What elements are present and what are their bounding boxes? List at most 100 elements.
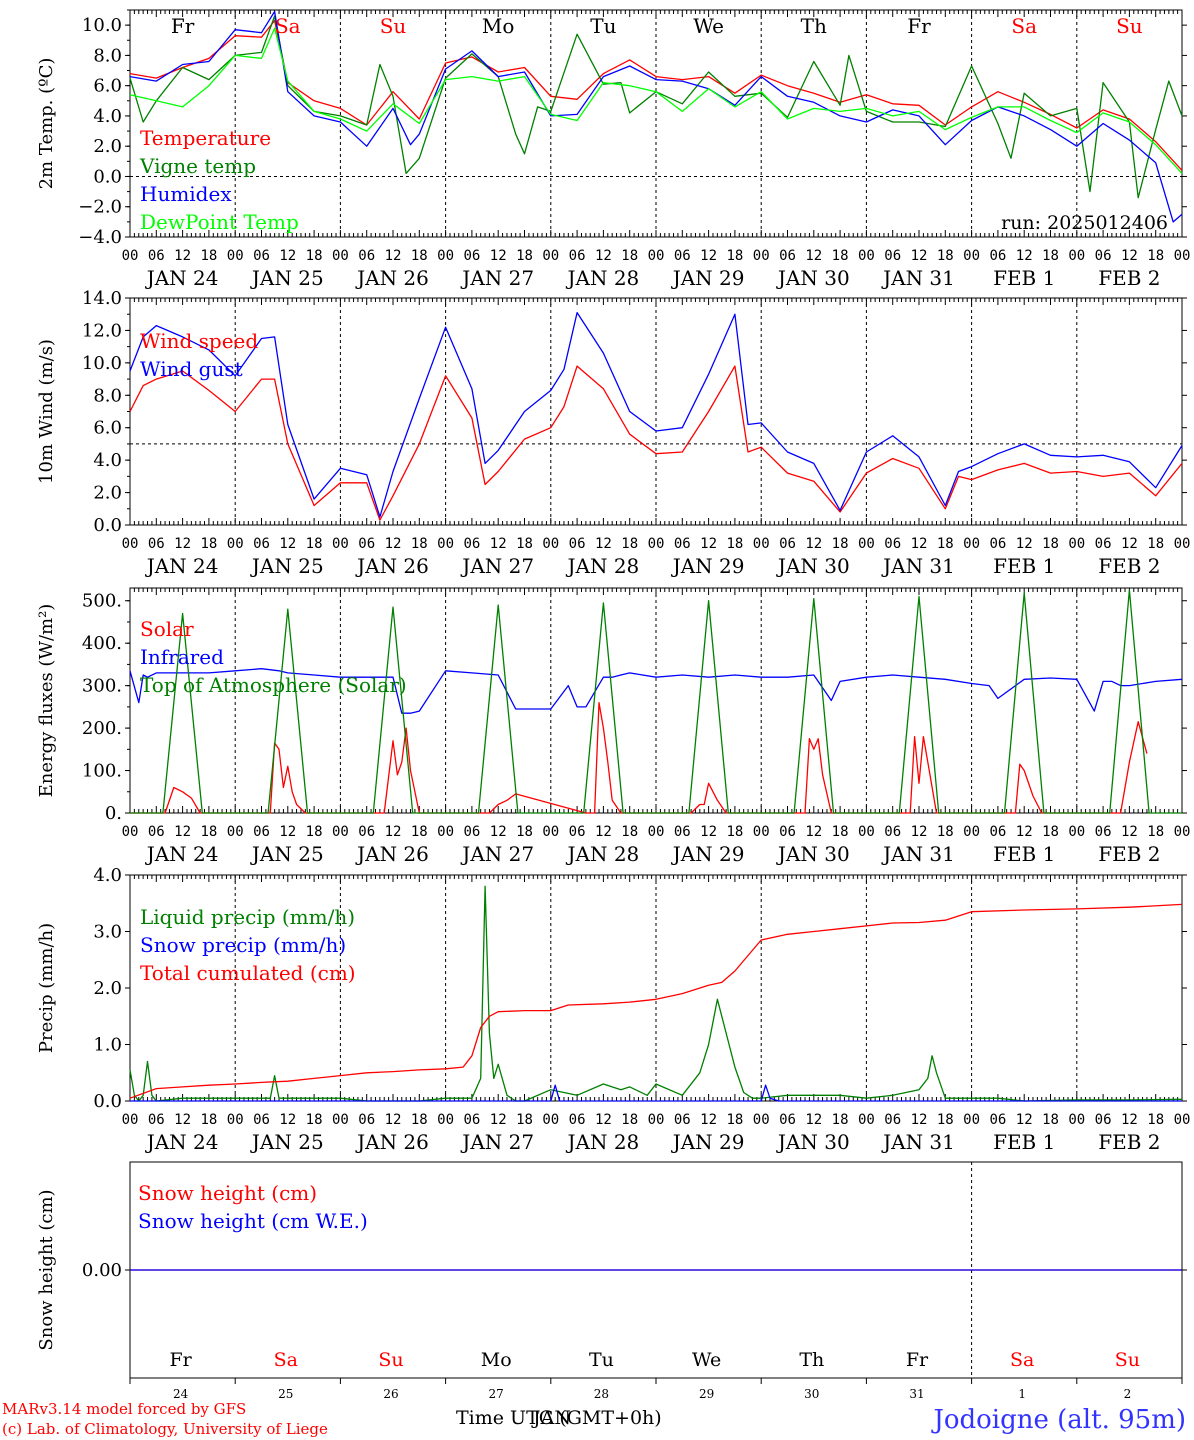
y-tick-label: 10.0 bbox=[82, 353, 122, 374]
hour-tick-label: 00 bbox=[753, 1112, 770, 1128]
hour-tick-label: 12 bbox=[1016, 536, 1033, 552]
panel-1: −4.0 −2.0 0.0 2.0 4.0 6.0 8.0 10.0 2m Temp. (ºC)… bbox=[36, 9, 1191, 290]
y-tick-label: 4.0 bbox=[93, 450, 122, 471]
hour-tick-label: 00 bbox=[648, 824, 665, 840]
day-label: JAN 31 bbox=[881, 1130, 955, 1154]
weekday-label: Mo bbox=[482, 14, 515, 38]
series-line-vigne bbox=[129, 15, 1183, 199]
weekday-label: Fr bbox=[907, 14, 931, 38]
hour-tick-label: 18 bbox=[306, 536, 323, 552]
hour-tick-label: 06 bbox=[463, 248, 480, 264]
day-number-label: 26 bbox=[383, 1387, 398, 1401]
hour-tick-label: 00 bbox=[227, 824, 244, 840]
weekday-label: Th bbox=[801, 14, 827, 38]
panel-2: 0.0 2.0 4.0 6.0 8.0 10.0 12.0 14.0 10m Wind (m/s… bbox=[36, 288, 1190, 578]
hour-tick-label: 12 bbox=[595, 536, 612, 552]
hour-tick-label: 12 bbox=[1121, 536, 1138, 552]
panel-frame bbox=[129, 587, 1183, 814]
hour-tick-label: 06 bbox=[1095, 1112, 1112, 1128]
hour-tick-label: 18 bbox=[306, 1112, 323, 1128]
panel-3: 0. 100. 200. 300. 400. 500. Energy fluxes (W/m… bbox=[36, 587, 1190, 866]
day-label: JAN 29 bbox=[671, 842, 745, 866]
credit-line-1: MARv3.14 model forced by GFS bbox=[2, 1400, 246, 1418]
station-label: Jodoigne (alt. 95m) bbox=[930, 1405, 1186, 1435]
legend-snowprecip: Snow precip (mm/h) bbox=[140, 933, 346, 957]
hour-tick-label: 18 bbox=[937, 248, 954, 264]
hour-tick-label: 00 bbox=[1174, 1112, 1191, 1128]
day-number-label: 25 bbox=[278, 1387, 293, 1401]
hour-tick-label: 00 bbox=[122, 824, 139, 840]
hour-tick-label: 12 bbox=[174, 536, 191, 552]
hour-tick-label: 18 bbox=[516, 1112, 533, 1128]
y-tick-label: 2.0 bbox=[93, 978, 122, 999]
hour-tick-label: 00 bbox=[753, 824, 770, 840]
hour-tick-label: 00 bbox=[437, 248, 454, 264]
hour-tick-label: 06 bbox=[253, 1112, 270, 1128]
hour-tick-label: 00 bbox=[437, 824, 454, 840]
y-tick-label: 3.0 bbox=[93, 922, 122, 943]
hour-tick-label: 12 bbox=[174, 248, 191, 264]
series-line-wind bbox=[129, 365, 1183, 521]
weekday-label: Su bbox=[1116, 14, 1143, 38]
hour-tick-label: 06 bbox=[569, 1112, 586, 1128]
hour-tick-label: 12 bbox=[805, 536, 822, 552]
day-label: JAN 29 bbox=[671, 266, 745, 290]
legend-infrared: Infrared bbox=[140, 645, 224, 669]
hour-tick-label: 18 bbox=[516, 824, 533, 840]
y-tick-label: 0. bbox=[105, 803, 122, 824]
hour-tick-label: 12 bbox=[911, 824, 928, 840]
day-label: JAN 24 bbox=[145, 554, 219, 578]
legend-temperature: Temperature bbox=[140, 126, 271, 150]
hour-tick-label: 00 bbox=[332, 248, 349, 264]
day-label: JAN 25 bbox=[250, 266, 324, 290]
hour-tick-label: 12 bbox=[490, 536, 507, 552]
day-label: JAN 24 bbox=[145, 842, 219, 866]
y-tick-label: 8.0 bbox=[93, 385, 122, 406]
hour-tick-label: 18 bbox=[200, 1112, 217, 1128]
day-label: JAN 26 bbox=[355, 554, 429, 578]
hour-tick-label: 18 bbox=[1042, 248, 1059, 264]
hour-tick-label: 06 bbox=[463, 1112, 480, 1128]
hour-tick-label: 00 bbox=[1174, 248, 1191, 264]
hour-tick-label: 12 bbox=[595, 1112, 612, 1128]
hour-tick-label: 00 bbox=[332, 824, 349, 840]
panel-5: 0.00 Snow height (cm) Snow height (cm) Snow… bbox=[36, 1161, 1187, 1379]
hour-tick-label: 00 bbox=[437, 1112, 454, 1128]
hour-tick-label: 00 bbox=[542, 248, 559, 264]
hour-tick-label: 18 bbox=[1147, 536, 1164, 552]
hour-tick-label: 18 bbox=[937, 824, 954, 840]
y-tick-label: 300. bbox=[82, 676, 122, 697]
weekday-label-bottom: Fr bbox=[169, 1349, 192, 1371]
hour-tick-label: 00 bbox=[332, 536, 349, 552]
hour-tick-label: 12 bbox=[1016, 1112, 1033, 1128]
hour-tick-label: 18 bbox=[832, 824, 849, 840]
y-tick-label: 0.00 bbox=[82, 1260, 122, 1281]
hour-tick-label: 12 bbox=[805, 824, 822, 840]
hour-tick-label: 00 bbox=[437, 536, 454, 552]
hour-tick-label: 00 bbox=[1174, 536, 1191, 552]
y-tick-label: 200. bbox=[82, 718, 122, 739]
day-label: JAN 29 bbox=[671, 554, 745, 578]
y-tick-label: 500. bbox=[82, 591, 122, 612]
day-label: JAN 30 bbox=[776, 554, 850, 578]
hour-tick-label: 18 bbox=[516, 536, 533, 552]
day-label: JAN 28 bbox=[566, 266, 640, 290]
hour-tick-label: 06 bbox=[989, 248, 1006, 264]
hour-tick-label: 06 bbox=[253, 248, 270, 264]
day-number-label: 30 bbox=[804, 1387, 819, 1401]
hour-tick-label: 06 bbox=[884, 248, 901, 264]
y-tick-label: 4.0 bbox=[93, 865, 122, 886]
hour-tick-label: 00 bbox=[227, 1112, 244, 1128]
hour-tick-label: 18 bbox=[411, 824, 428, 840]
hour-tick-label: 12 bbox=[1121, 248, 1138, 264]
hour-tick-label: 12 bbox=[279, 824, 296, 840]
weekday-label: Tu bbox=[590, 14, 616, 38]
day-label: JAN 31 bbox=[881, 842, 955, 866]
hour-tick-label: 06 bbox=[569, 824, 586, 840]
x-axis-title: Time UTC (GMT+0h) bbox=[456, 1407, 662, 1429]
hour-tick-label: 12 bbox=[911, 536, 928, 552]
day-label: FEB 2 bbox=[1098, 842, 1160, 866]
hour-tick-label: 00 bbox=[963, 824, 980, 840]
hour-tick-label: 06 bbox=[989, 536, 1006, 552]
day-label: JAN 30 bbox=[776, 266, 850, 290]
